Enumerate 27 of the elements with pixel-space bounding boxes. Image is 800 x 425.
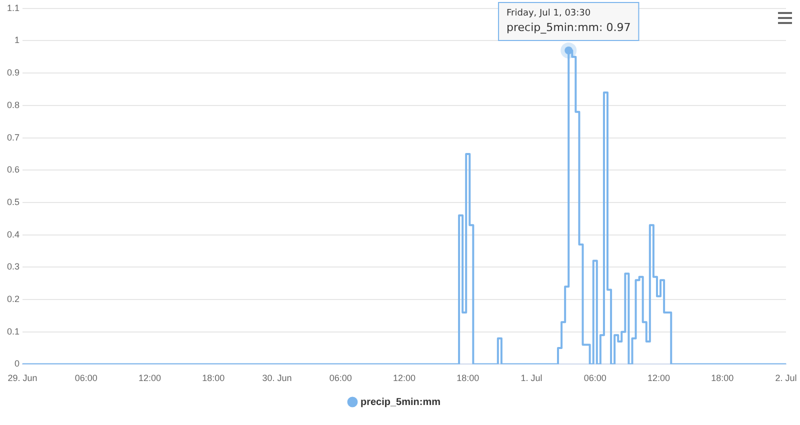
x-tick-label: 2. Jul (775, 373, 797, 384)
legend-label: precip_5min:mm (360, 396, 441, 408)
x-tick-label: 12:00 (647, 373, 670, 384)
x-tick-label: 30. Jun (262, 373, 292, 384)
y-tick-label: 0.4 (6, 229, 20, 240)
x-tick-label: 12:00 (392, 373, 416, 384)
x-tick-label: 06:00 (329, 373, 352, 384)
y-tick-label: 0.1 (6, 326, 20, 336)
y-tick-label: 0.8 (6, 100, 20, 110)
x-tick-label: 06:00 (74, 373, 98, 384)
y-tick-label: 1 (14, 35, 20, 46)
x-tick-label: 18:00 (202, 373, 225, 384)
y-tick-label: 0.2 (6, 294, 20, 304)
x-tick-label: 29. Jun (8, 373, 38, 384)
y-tick-label: 1.1 (6, 2, 20, 13)
x-tick-label: 1. Jul (520, 373, 542, 384)
y-tick-label: 0.7 (6, 132, 20, 142)
x-tick-label: 12:00 (138, 373, 162, 384)
y-tick-label: 0 (14, 358, 20, 369)
x-tick-label: 06:00 (584, 373, 606, 384)
x-tick-label: 18:00 (711, 373, 734, 384)
annotation: Friday, Jul 1, 03:30 precip_5min:mm: 0.97 (506, 8, 631, 34)
x-tick-label: 18:00 (456, 373, 480, 384)
y-tick-label: 0.9 (6, 68, 20, 78)
y-tick-label: 0.5 (6, 196, 20, 207)
y-tick-label: 0.3 (6, 262, 20, 272)
y-tick-label: 0.6 (6, 164, 20, 175)
